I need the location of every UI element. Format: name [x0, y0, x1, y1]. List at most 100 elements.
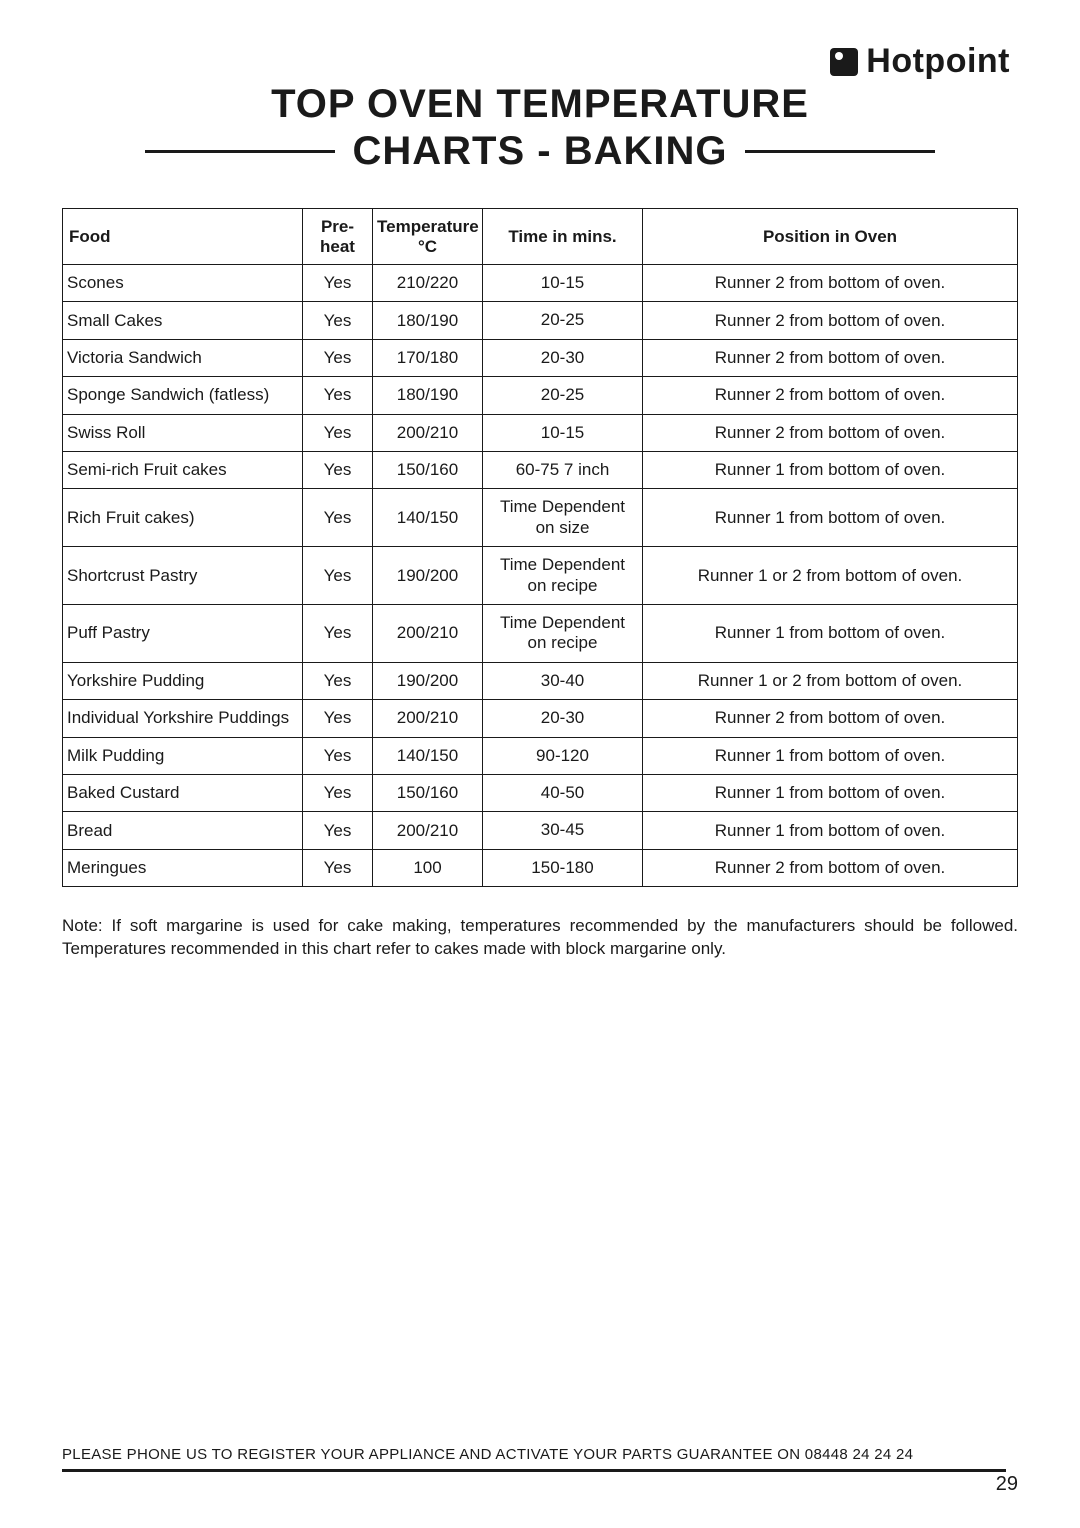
cell-preheat: Yes: [303, 605, 373, 663]
cell-position: Runner 2 from bottom of oven.: [643, 849, 1018, 886]
cell-temp: 140/150: [373, 737, 483, 774]
cell-preheat: Yes: [303, 452, 373, 489]
cell-temp: 190/200: [373, 547, 483, 605]
cell-preheat: Yes: [303, 377, 373, 414]
cell-food: Individual Yorkshire Puddings: [63, 700, 303, 737]
cell-temp: 190/200: [373, 662, 483, 699]
cell-position: Runner 1 from bottom of oven.: [643, 452, 1018, 489]
cell-preheat: Yes: [303, 414, 373, 451]
page-number: 29: [996, 1473, 1018, 1496]
cell-preheat: Yes: [303, 265, 373, 302]
cell-preheat: Yes: [303, 849, 373, 886]
cell-position: Runner 1 from bottom of oven.: [643, 489, 1018, 547]
cell-position: Runner 2 from bottom of oven.: [643, 377, 1018, 414]
table-row: Semi-rich Fruit cakesYes150/16060-75 7 i…: [63, 452, 1018, 489]
cell-temp: 200/210: [373, 605, 483, 663]
table-row: SconesYes210/22010-15Runner 2 from botto…: [63, 265, 1018, 302]
cell-position: Runner 2 from bottom of oven.: [643, 700, 1018, 737]
cell-temp: 180/190: [373, 377, 483, 414]
cell-time: Time Dependenton size: [483, 489, 643, 547]
cell-position: Runner 2 from bottom of oven.: [643, 302, 1018, 339]
brand-name: Hotpoint: [866, 42, 1010, 81]
table-row: Puff PastryYes200/210Time Dependenton re…: [63, 605, 1018, 663]
title-line-1: TOP OVEN TEMPERATURE: [62, 82, 1018, 127]
cell-position: Runner 1 from bottom of oven.: [643, 605, 1018, 663]
cell-temp: 200/210: [373, 812, 483, 849]
cell-food: Meringues: [63, 849, 303, 886]
cell-preheat: Yes: [303, 774, 373, 811]
col-time: Time in mins.: [483, 209, 643, 265]
cell-food: Victoria Sandwich: [63, 339, 303, 376]
cell-time: 30-45: [483, 812, 643, 849]
cell-time: Time Dependenton recipe: [483, 547, 643, 605]
col-preheat: Pre-heat: [303, 209, 373, 265]
col-food: Food: [63, 209, 303, 265]
cell-time: 20-30: [483, 700, 643, 737]
cell-temp: 210/220: [373, 265, 483, 302]
cell-time: 60-75 7 inch: [483, 452, 643, 489]
cell-temp: 150/160: [373, 452, 483, 489]
table-header-row: Food Pre-heat Temperature °C Time in min…: [63, 209, 1018, 265]
cell-temp: 170/180: [373, 339, 483, 376]
cell-time: Time Dependenton recipe: [483, 605, 643, 663]
cell-preheat: Yes: [303, 737, 373, 774]
note-text: Note: If soft margarine is used for cake…: [62, 915, 1018, 961]
footer-rule: [62, 1469, 1018, 1472]
table-row: MeringuesYes100150-180Runner 2 from bott…: [63, 849, 1018, 886]
table-row: Rich Fruit cakes)Yes140/150Time Dependen…: [63, 489, 1018, 547]
cell-food: Semi-rich Fruit cakes: [63, 452, 303, 489]
table-row: Sponge Sandwich (fatless)Yes180/19020-25…: [63, 377, 1018, 414]
title-line-2-wrap: CHARTS - BAKING: [62, 129, 1018, 174]
cell-food: Sponge Sandwich (fatless): [63, 377, 303, 414]
cell-temp: 150/160: [373, 774, 483, 811]
col-position: Position in Oven: [643, 209, 1018, 265]
cell-preheat: Yes: [303, 662, 373, 699]
cell-food: Milk Pudding: [63, 737, 303, 774]
cell-position: Runner 1 or 2 from bottom of oven.: [643, 662, 1018, 699]
brand-logo: Hotpoint: [830, 42, 1010, 81]
cell-food: Puff Pastry: [63, 605, 303, 663]
title-rule-right: [745, 150, 935, 153]
table-row: Small CakesYes180/19020-25Runner 2 from …: [63, 302, 1018, 339]
cell-temp: 180/190: [373, 302, 483, 339]
cell-position: Runner 1 from bottom of oven.: [643, 812, 1018, 849]
cell-preheat: Yes: [303, 700, 373, 737]
cell-preheat: Yes: [303, 547, 373, 605]
cell-temp: 140/150: [373, 489, 483, 547]
cell-time: 10-15: [483, 265, 643, 302]
cell-food: Scones: [63, 265, 303, 302]
cell-position: Runner 2 from bottom of oven.: [643, 339, 1018, 376]
cell-time: 40-50: [483, 774, 643, 811]
cell-preheat: Yes: [303, 489, 373, 547]
cell-temp: 100: [373, 849, 483, 886]
cell-food: Yorkshire Pudding: [63, 662, 303, 699]
cell-temp: 200/210: [373, 414, 483, 451]
cell-preheat: Yes: [303, 812, 373, 849]
cell-position: Runner 2 from bottom of oven.: [643, 414, 1018, 451]
page-title: TOP OVEN TEMPERATURE CHARTS - BAKING: [62, 82, 1018, 174]
page: Hotpoint TOP OVEN TEMPERATURE CHARTS - B…: [0, 0, 1080, 1528]
cell-preheat: Yes: [303, 339, 373, 376]
cell-food: Bread: [63, 812, 303, 849]
table-row: Milk PuddingYes140/15090-120Runner 1 fro…: [63, 737, 1018, 774]
cell-position: Runner 2 from bottom of oven.: [643, 265, 1018, 302]
cell-position: Runner 1 from bottom of oven.: [643, 774, 1018, 811]
cell-time: 30-40: [483, 662, 643, 699]
cell-food: Rich Fruit cakes): [63, 489, 303, 547]
title-rule-left: [145, 150, 335, 153]
cell-food: Small Cakes: [63, 302, 303, 339]
cell-time: 20-30: [483, 339, 643, 376]
cell-preheat: Yes: [303, 302, 373, 339]
table-row: Individual Yorkshire PuddingsYes200/2102…: [63, 700, 1018, 737]
table-row: Baked CustardYes150/16040-50Runner 1 fro…: [63, 774, 1018, 811]
table-row: Victoria SandwichYes170/18020-30Runner 2…: [63, 339, 1018, 376]
cell-food: Baked Custard: [63, 774, 303, 811]
page-footer: PLEASE PHONE US TO REGISTER YOUR APPLIAN…: [62, 1446, 1018, 1472]
title-line-2: CHARTS - BAKING: [353, 129, 728, 174]
baking-chart-table: Food Pre-heat Temperature °C Time in min…: [62, 208, 1018, 887]
table-row: Shortcrust PastryYes190/200Time Dependen…: [63, 547, 1018, 605]
col-temp: Temperature °C: [373, 209, 483, 265]
cell-time: 20-25: [483, 377, 643, 414]
cell-position: Runner 1 or 2 from bottom of oven.: [643, 547, 1018, 605]
cell-position: Runner 1 from bottom of oven.: [643, 737, 1018, 774]
